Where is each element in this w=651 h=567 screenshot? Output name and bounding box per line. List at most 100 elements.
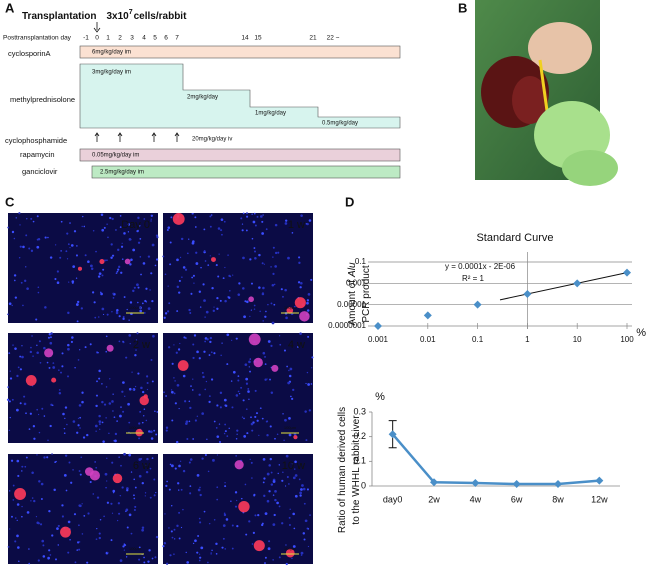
nucleus bbox=[16, 534, 19, 538]
nucleus bbox=[131, 371, 133, 373]
nucleus bbox=[38, 480, 41, 483]
nucleus bbox=[284, 222, 288, 225]
nucleus bbox=[78, 548, 81, 551]
fluorescence-image bbox=[6, 332, 159, 443]
nucleus bbox=[195, 262, 199, 265]
fluorescence-image bbox=[162, 212, 313, 325]
nucleus bbox=[210, 552, 212, 554]
point bbox=[374, 322, 382, 330]
nucleus bbox=[127, 402, 130, 406]
nucleus bbox=[141, 528, 144, 532]
nucleus bbox=[14, 540, 17, 543]
nucleus bbox=[139, 237, 142, 240]
nucleus bbox=[7, 226, 10, 229]
y-label-part: Alu bbox=[347, 262, 358, 278]
nucleus bbox=[139, 309, 142, 313]
nucleus bbox=[151, 380, 154, 383]
labeled-cell bbox=[60, 526, 71, 538]
nucleus bbox=[25, 266, 27, 268]
nucleus bbox=[109, 216, 112, 220]
nucleus bbox=[116, 309, 119, 312]
nucleus bbox=[299, 332, 302, 336]
nucleus bbox=[60, 220, 63, 223]
nucleus bbox=[128, 513, 132, 517]
nucleus bbox=[254, 224, 257, 227]
y-label-part: Ratio of human derived cells bbox=[337, 407, 348, 533]
dose-label: 0.5mg/kg/day bbox=[322, 121, 358, 127]
nucleus bbox=[67, 311, 70, 315]
nucleus bbox=[14, 279, 16, 282]
nucleus bbox=[173, 553, 175, 555]
nucleus bbox=[269, 457, 273, 461]
nucleus bbox=[224, 266, 226, 269]
nucleus bbox=[122, 545, 125, 548]
nucleus bbox=[55, 558, 58, 561]
nucleus bbox=[96, 527, 98, 530]
nucleus bbox=[64, 454, 68, 457]
panel-label: D bbox=[345, 194, 354, 209]
nucleus bbox=[261, 262, 264, 265]
nucleus bbox=[138, 558, 141, 561]
nucleus bbox=[164, 273, 167, 276]
nucleus bbox=[146, 457, 149, 461]
nucleus bbox=[122, 381, 125, 384]
day-tick-label: 7 bbox=[175, 35, 179, 42]
nucleus bbox=[165, 484, 168, 487]
nucleus bbox=[147, 307, 151, 311]
nucleus bbox=[185, 420, 189, 423]
nucleus bbox=[122, 317, 125, 320]
nucleus bbox=[199, 306, 202, 308]
nucleus bbox=[288, 369, 290, 372]
nucleus bbox=[8, 302, 12, 306]
series-line bbox=[391, 433, 600, 486]
nucleus bbox=[235, 394, 239, 397]
nucleus bbox=[174, 538, 176, 540]
nucleus bbox=[9, 528, 11, 530]
nucleus bbox=[180, 526, 183, 529]
nucleus bbox=[42, 555, 46, 558]
nucleus bbox=[89, 343, 92, 346]
nucleus bbox=[50, 336, 52, 339]
nucleus bbox=[138, 474, 142, 478]
nucleus bbox=[129, 342, 131, 345]
nucleus bbox=[105, 486, 107, 489]
nucleus bbox=[67, 347, 70, 351]
nucleus bbox=[259, 215, 263, 218]
labeled-cell bbox=[248, 333, 261, 346]
nucleus bbox=[278, 556, 281, 559]
nucleus bbox=[89, 480, 92, 484]
day-tick-label: 5 bbox=[153, 35, 157, 42]
nucleus bbox=[35, 318, 38, 321]
nucleus bbox=[151, 243, 155, 247]
nucleus bbox=[210, 553, 212, 555]
nucleus bbox=[209, 215, 212, 218]
trendline bbox=[499, 272, 628, 301]
nucleus bbox=[137, 286, 140, 289]
nucleus bbox=[137, 216, 140, 220]
nucleus bbox=[23, 395, 26, 398]
nucleus bbox=[196, 350, 199, 354]
nucleus bbox=[250, 282, 253, 285]
nucleus bbox=[170, 389, 173, 391]
nucleus bbox=[125, 510, 127, 513]
nucleus bbox=[256, 419, 259, 422]
nucleus bbox=[207, 264, 210, 266]
nucleus bbox=[192, 542, 195, 545]
dose-base: 3x10 bbox=[106, 11, 129, 22]
day-tick-label: 22 ~ bbox=[327, 35, 340, 42]
nucleus bbox=[261, 522, 264, 525]
nucleus bbox=[245, 229, 248, 232]
nucleus bbox=[270, 471, 273, 474]
scale-bar-label: 100μm bbox=[284, 425, 297, 430]
nucleus bbox=[300, 488, 303, 491]
nucleus bbox=[56, 281, 60, 285]
x-tick-label: 10 bbox=[573, 335, 582, 344]
nucleus bbox=[106, 457, 108, 460]
nucleus bbox=[8, 429, 11, 432]
nucleus bbox=[18, 257, 21, 259]
nucleus bbox=[98, 532, 101, 535]
nucleus bbox=[251, 543, 254, 545]
scale-bar-label: 100μm bbox=[129, 305, 142, 310]
nucleus bbox=[272, 559, 274, 561]
nucleus bbox=[212, 458, 215, 462]
